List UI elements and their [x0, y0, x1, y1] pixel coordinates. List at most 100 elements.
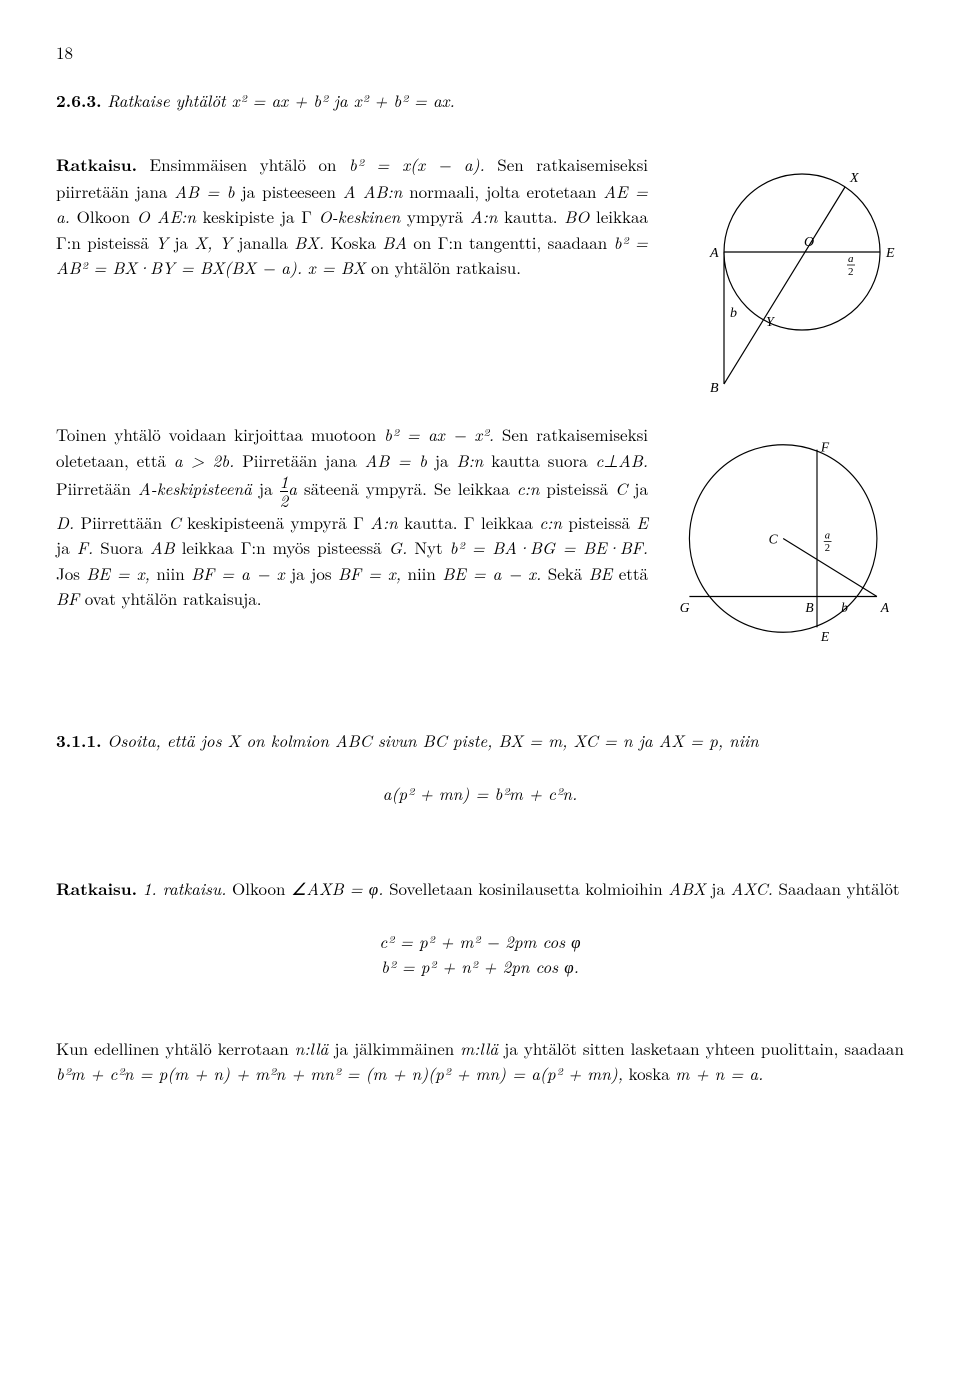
r2-text: Olkoon [232, 876, 291, 900]
rk-math: Y [155, 230, 168, 254]
t-math: BE = x, [86, 561, 149, 585]
t-math: c:n [517, 476, 540, 500]
fig2-C: C [769, 531, 779, 546]
fig1-b: b [730, 306, 737, 321]
t-math: G. [389, 535, 407, 559]
fig2-G: G [680, 600, 690, 615]
r2-text: Saadaan yhtälöt [779, 876, 900, 900]
rk-text: on Γ:n tangentti, saadaan [413, 230, 613, 254]
rk-math: x = BX [308, 255, 366, 279]
fig2-bl: b [841, 600, 848, 615]
r2-math: AXC. [731, 876, 773, 900]
t-math: b² = BA·BG = BE·BF. [450, 535, 648, 559]
t-math: AB [150, 535, 175, 559]
fig1-line-BX [724, 187, 845, 384]
t-math: F. [77, 535, 93, 559]
rk-text: ja pisteeseen [241, 179, 342, 203]
rk-text: ympyrä [407, 204, 470, 228]
t-math: c⊥AB. [596, 448, 648, 472]
t-text: pisteissä [546, 476, 615, 500]
t-text: keskipisteenä ympyrä Γ [187, 510, 370, 534]
t-math: C [169, 510, 181, 534]
c-math: b²m + c²n = p(m + n) + m²n + mn² = (m + … [56, 1061, 623, 1085]
t-math: E [636, 510, 648, 534]
problem-text-a: Ratkaise yhtälöt [107, 88, 232, 112]
fig1-X: X [849, 171, 859, 186]
rk-text: janalla [238, 230, 294, 254]
fig2-A: A [880, 600, 890, 615]
figure-1: A E O X Y B b a 2 [672, 152, 904, 422]
c-text: koska [629, 1061, 676, 1085]
solution-row-2: Toinen yhtälö voidaan kirjoittaa muotoon… [56, 422, 904, 684]
rk-text: kautta. [504, 204, 564, 228]
rk-text: ja [174, 230, 194, 254]
t-text: niin [408, 561, 443, 585]
r2-text: ja [711, 876, 730, 900]
rk-math: b² = x(x − a). [349, 152, 485, 176]
figure-2: F C G B b A E a 2 [672, 422, 904, 684]
t-math: a > 2b. [174, 448, 234, 472]
rk-math: AB = b [174, 179, 234, 203]
rk-text: keskipiste ja Γ [203, 204, 319, 228]
t-text: Sekä [548, 561, 589, 585]
problem-label: 2.6.3. [56, 89, 102, 113]
c-text: Kun edellinen yhtälö kerrotaan [56, 1036, 295, 1060]
ratkaisu-label: Ratkaisu. [56, 153, 137, 177]
fig2-line-CA [783, 539, 877, 597]
ratkaisu-p1: Ratkaisu. Ensimmäisen yhtälö on b² = x(x… [56, 152, 648, 281]
rk-text: on yhtälön ratkaisu. [371, 255, 521, 279]
rk-math: O AE:n [137, 204, 196, 228]
rk-text: Koska [331, 230, 383, 254]
t-text: Jos [56, 561, 86, 585]
rk-math: BA [382, 230, 407, 254]
display-eq-2: c² = p² + m² − 2pm cos φ b² = p² + n² + … [56, 929, 904, 980]
c-math: n:llä [295, 1036, 328, 1060]
display-eq-1: a(p² + mn) = b²m + c²n. [56, 781, 904, 807]
t-math: AB = b [365, 448, 427, 472]
t-text: Piirretään [56, 476, 138, 500]
page-number: 18 [56, 40, 904, 66]
t-math: D. [56, 510, 74, 534]
t-text: ja jos [291, 561, 338, 585]
t-text: niin [156, 561, 191, 585]
fig2-a2d: 2 [825, 543, 830, 554]
fig1-a2n: a [848, 253, 854, 265]
t-math: A:n [370, 510, 397, 534]
fig1-B: B [710, 381, 719, 396]
solution-row-1: Ratkaisu. Ensimmäisen yhtälö on b² = x(x… [56, 152, 904, 422]
p311-text: Osoita, että jos X on kolmion ABC sivun … [107, 728, 758, 752]
fig2-B: B [805, 600, 813, 615]
t-math: C [615, 476, 627, 500]
c-math: m + n = a. [675, 1061, 763, 1085]
t-math: BF = x, [338, 561, 401, 585]
t-math: BE [589, 561, 613, 585]
t-text: Piirrettään [81, 510, 169, 534]
t-text: Toinen yhtälö voidaan kirjoittaa muotoon [56, 422, 384, 446]
t-math: c:n [539, 510, 562, 534]
frac-half: 1 2 [280, 473, 289, 510]
fig1-a2d: 2 [848, 266, 854, 278]
figure-2-svg: F C G B b A E a 2 [672, 422, 904, 684]
t-text: säteenä ympyrä. Se leikkaa [304, 476, 517, 500]
t-math: BE = a − x. [442, 561, 541, 585]
t-math: B:n [457, 448, 484, 472]
r2-math: ABX [668, 876, 705, 900]
rk-math: A AB:n [343, 179, 402, 203]
fig2-a2n: a [825, 531, 830, 542]
eq2a: c² = p² + m² − 2pm cos φ [56, 929, 904, 955]
problem-stmt-311: 3.1.1. Osoita, että jos X on kolmion ABC… [56, 728, 904, 755]
fig1-O: O [804, 235, 814, 250]
t-math: a [288, 476, 297, 500]
t-text: Piirretään jana [242, 448, 365, 472]
t-text: ja [435, 448, 457, 472]
r2-first: 1. ratkaisu. [143, 876, 227, 900]
p311-label: 3.1.1. [56, 729, 102, 753]
t-text: että [619, 561, 648, 585]
t-text: kautta suora [491, 448, 595, 472]
c-text: ja jälkimmäinen [334, 1036, 460, 1060]
t-text: Nyt [414, 535, 449, 559]
t-text: pisteissä [568, 510, 636, 534]
rk-text: normaali, jolta erotetaan [409, 179, 603, 203]
figure-1-svg: A E O X Y B b a 2 [672, 152, 904, 422]
t-math: A-keskipisteenä [138, 476, 252, 500]
